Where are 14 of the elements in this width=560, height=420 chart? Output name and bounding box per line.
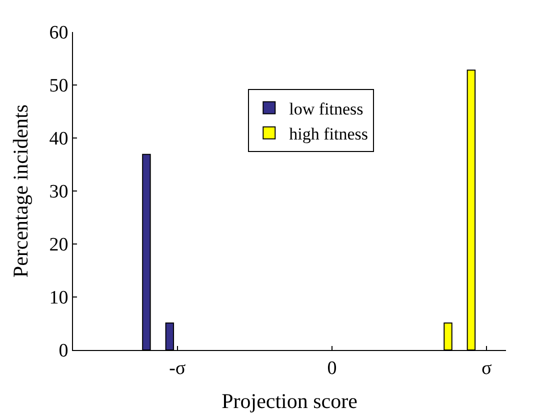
y-tick-label: 20 bbox=[49, 234, 68, 256]
y-tick-label: 60 bbox=[49, 22, 68, 44]
x-tick-label: σ bbox=[482, 358, 492, 379]
x-tick-label: -σ bbox=[169, 358, 186, 379]
legend-label: high fitness bbox=[289, 124, 368, 144]
x-tick-label: 0 bbox=[327, 358, 337, 379]
y-tick-label: 50 bbox=[49, 76, 68, 97]
y-axis-title: Percentage incidents bbox=[8, 104, 32, 278]
y-tick-label: 40 bbox=[49, 128, 68, 150]
y-tick-label: 0 bbox=[58, 340, 68, 362]
y-tick-label: 30 bbox=[49, 182, 68, 203]
x-axis-title: Projection score bbox=[222, 389, 358, 413]
legend-label: low fitness bbox=[289, 99, 364, 118]
y-tick-label: 10 bbox=[49, 288, 68, 309]
